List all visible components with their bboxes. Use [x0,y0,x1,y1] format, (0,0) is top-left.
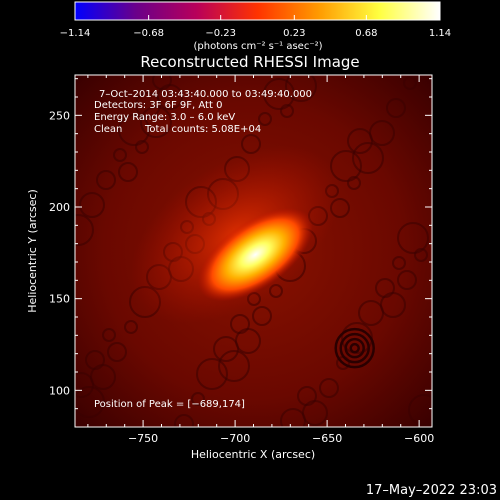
annotation-energy: Energy Range: 3.0 – 6.0 keV [94,112,235,123]
ripple-ring [118,162,138,182]
ripple-ring [352,142,384,174]
ripple-ring [140,106,172,138]
ripple-ring [230,314,250,334]
chart-title: Reconstructed RHESSI Image [140,53,359,71]
ripple-ring [319,378,339,398]
annotation-time: 7–Oct–2014 03:43:40.000 to 03:49:40.000 [99,89,312,100]
ripple-ring [403,76,417,90]
ripple-ring [397,270,417,290]
ripple-ring [135,140,149,154]
ripple-ring [107,342,127,362]
annotation-detectors: Detectors: 3F 6F 9F, Att 0 [94,100,222,111]
ripple-ring [102,328,116,342]
ripple-ring [191,392,205,406]
ripple-ring [135,92,161,118]
ripple-ring [79,192,105,218]
ripple-ring [285,75,317,102]
colorbar-tick-label: 0.68 [355,28,377,39]
ripple-ring [196,358,228,390]
annotation-method: Clean [94,124,122,135]
ripple-ring [358,300,384,326]
ripple-ring [414,248,428,262]
ripple-ring [85,350,105,370]
colorbar-unit-label: (photons cm⁻² s⁻¹ asec⁻²) [193,41,322,52]
ripple-ring [258,112,272,126]
colorbar-tick-label: −1.14 [60,28,91,39]
colorbar [74,1,441,21]
ripple-ring [375,278,395,298]
colorbar-tick-label: 0.23 [283,28,305,39]
ripple-ring [75,386,105,418]
annotation-peak-position: Position of Peak = [−689,174] [94,399,245,410]
footer-date: 17–May–2022 23:03 [366,483,497,498]
ripple-ring [75,214,94,246]
ripple-ring [392,256,406,270]
colorbar-tick-label: −0.23 [205,28,236,39]
y-axis: 100 150 200 250 [49,78,432,410]
ripple-ring [347,128,373,154]
ripple-ring [347,176,361,190]
y-tick-label: 200 [49,201,70,214]
colorbar-ticks: −1.14 −0.68 −0.23 0.23 0.68 1.14 [60,15,451,39]
ripple-ring [152,75,172,90]
x-tick-label: −750 [128,432,158,445]
ripple-ring [252,306,272,326]
ripple-ring [96,170,116,190]
y-axis-label: Heliocentric Y (arcsec) [26,189,39,313]
ripple-ring [349,342,360,354]
y-tick-label: 150 [49,293,70,306]
heatmap-image [75,75,432,427]
ripple-ring [280,104,294,118]
ripple-ring [344,337,365,359]
x-tick-label: −650 [312,432,342,445]
flare-source [197,208,313,302]
ripple-ring [297,386,317,406]
y-tick-label: 100 [49,384,70,397]
colorbar-tick-label: 1.14 [429,28,451,39]
ripple-ring [113,148,127,162]
ripple-ring [386,98,406,118]
x-tick-label: −700 [220,432,250,445]
ripple-ring [213,336,239,362]
ripple-ring [280,408,306,427]
x-tick-label: −600 [404,432,434,445]
ripple-ring [118,114,150,146]
ripple-ring [124,320,138,334]
ripple-ring [334,327,375,369]
ripple-ring [263,78,295,110]
ripple-ring [397,222,429,254]
ripple-ring [408,394,432,426]
ripple-ring [75,372,94,398]
ripple-ring [174,414,194,427]
x-axis-label: Heliocentric X (arcsec) [191,448,315,461]
ripple-ring [218,350,250,382]
ripple-ring [339,332,370,364]
colorbar-tick-label: −0.68 [133,28,164,39]
x-axis: −750 −700 −650 −600 [87,75,434,445]
annotation-counts: Total counts: 5.08E+04 [144,124,261,135]
y-tick-label: 250 [49,109,70,122]
